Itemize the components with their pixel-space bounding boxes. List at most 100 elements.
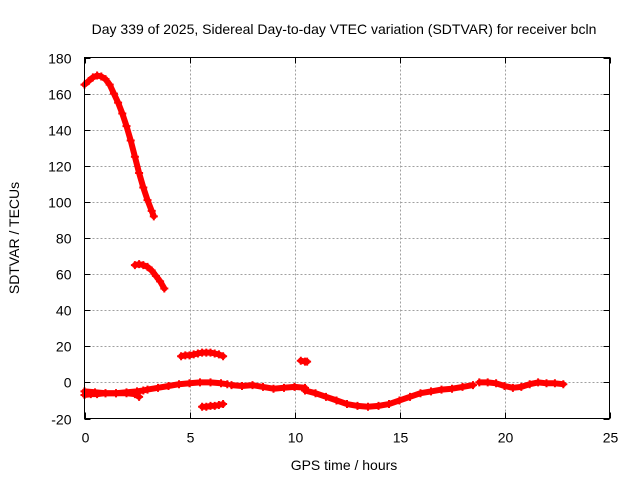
series-line xyxy=(81,72,157,220)
data-point xyxy=(500,382,509,391)
y-tick-label: 160 xyxy=(48,87,72,103)
data-point xyxy=(469,381,477,390)
data-point xyxy=(154,383,162,392)
data-point xyxy=(248,381,257,390)
x-tick-label: 10 xyxy=(288,430,304,446)
data-point xyxy=(280,383,288,392)
y-tick-label: -20 xyxy=(51,412,71,428)
data-point xyxy=(259,382,267,391)
data-point xyxy=(542,379,551,388)
data-point xyxy=(139,261,148,270)
data-point xyxy=(112,389,120,398)
data-point xyxy=(322,392,330,401)
data-point xyxy=(219,400,228,409)
y-tick-label: 140 xyxy=(48,123,72,139)
x-axis-ticks: 0 5 10 15 20 25 xyxy=(82,57,619,446)
plot-frame xyxy=(84,57,610,419)
data-point xyxy=(143,262,152,271)
data-point xyxy=(416,389,425,398)
y-tick-label: 0 xyxy=(64,375,72,391)
data-point xyxy=(448,384,456,393)
data-point xyxy=(143,385,152,394)
chart-title: Day 339 of 2025, Sidereal Day-to-day VTE… xyxy=(92,21,597,37)
data-point xyxy=(160,284,169,293)
y-tick-label: 40 xyxy=(56,303,72,319)
data-point xyxy=(290,382,299,391)
data-point xyxy=(385,400,393,409)
data-point xyxy=(130,152,139,161)
data-point xyxy=(93,390,102,399)
series-arc-8 xyxy=(227,381,309,393)
data-point xyxy=(122,122,131,131)
data-point xyxy=(353,401,362,410)
data-point xyxy=(364,402,372,411)
data-point xyxy=(126,136,135,145)
data-point xyxy=(130,390,139,399)
data-point xyxy=(303,357,312,366)
data-point xyxy=(508,383,517,392)
data-point xyxy=(427,387,435,396)
y-tick-label: 60 xyxy=(56,267,72,283)
data-point xyxy=(534,378,543,387)
x-tick-label: 5 xyxy=(187,430,195,446)
data-point xyxy=(311,389,320,398)
data-point xyxy=(101,75,110,84)
data-point xyxy=(301,386,309,395)
data-point xyxy=(395,396,404,405)
data-point xyxy=(238,382,246,391)
y-axis-ticks: -20 0 20 40 60 80 100 120 140 160 180 xyxy=(48,51,610,428)
y-tick-label: 20 xyxy=(56,339,72,355)
data-point xyxy=(143,196,152,205)
data-point xyxy=(517,382,526,391)
series-arc-4 xyxy=(198,400,228,411)
data-point xyxy=(135,392,144,401)
data-point xyxy=(406,392,414,401)
y-tick-label: 100 xyxy=(48,195,72,211)
y-axis-title: SDTVAR / TECUs xyxy=(6,182,22,294)
data-point xyxy=(139,183,148,192)
data-point xyxy=(343,400,351,409)
data-point xyxy=(101,389,110,398)
data-point xyxy=(559,380,568,389)
data-point xyxy=(475,378,484,387)
series-arc-10 xyxy=(475,378,568,392)
data-point xyxy=(164,382,173,391)
series-arc-1 xyxy=(80,71,158,221)
data-point xyxy=(269,384,278,393)
y-tick-label: 120 xyxy=(48,159,72,175)
data-point xyxy=(185,379,194,388)
data-point xyxy=(88,73,97,82)
y-tick-label: 180 xyxy=(48,51,72,67)
x-tick-label: 20 xyxy=(498,430,514,446)
x-tick-label: 25 xyxy=(603,430,619,446)
series-arc-9 xyxy=(301,381,477,411)
data-point xyxy=(374,401,383,410)
series-arc-2 xyxy=(130,260,169,293)
data-point xyxy=(175,380,183,389)
data-point xyxy=(105,80,114,89)
data-point xyxy=(525,380,534,389)
series-arc-7 xyxy=(80,389,144,401)
data-point xyxy=(97,72,106,81)
grid xyxy=(84,57,610,419)
data-point xyxy=(227,381,236,390)
series-arc-5 xyxy=(296,356,312,366)
data-point xyxy=(149,212,158,221)
x-axis-title: GPS time / hours xyxy=(291,457,398,473)
data-point xyxy=(437,385,446,394)
data-point xyxy=(219,352,228,361)
x-tick-label: 15 xyxy=(393,430,409,446)
data-point xyxy=(196,378,204,387)
data-point xyxy=(147,206,156,215)
data-series xyxy=(80,71,568,411)
data-point xyxy=(550,379,559,388)
series-arc-3 xyxy=(177,348,228,361)
data-point xyxy=(492,379,501,388)
data-point xyxy=(206,378,215,387)
data-point xyxy=(122,389,131,398)
y-tick-label: 80 xyxy=(56,231,72,247)
data-point xyxy=(458,382,467,391)
data-point xyxy=(151,271,160,280)
data-point xyxy=(147,266,156,275)
